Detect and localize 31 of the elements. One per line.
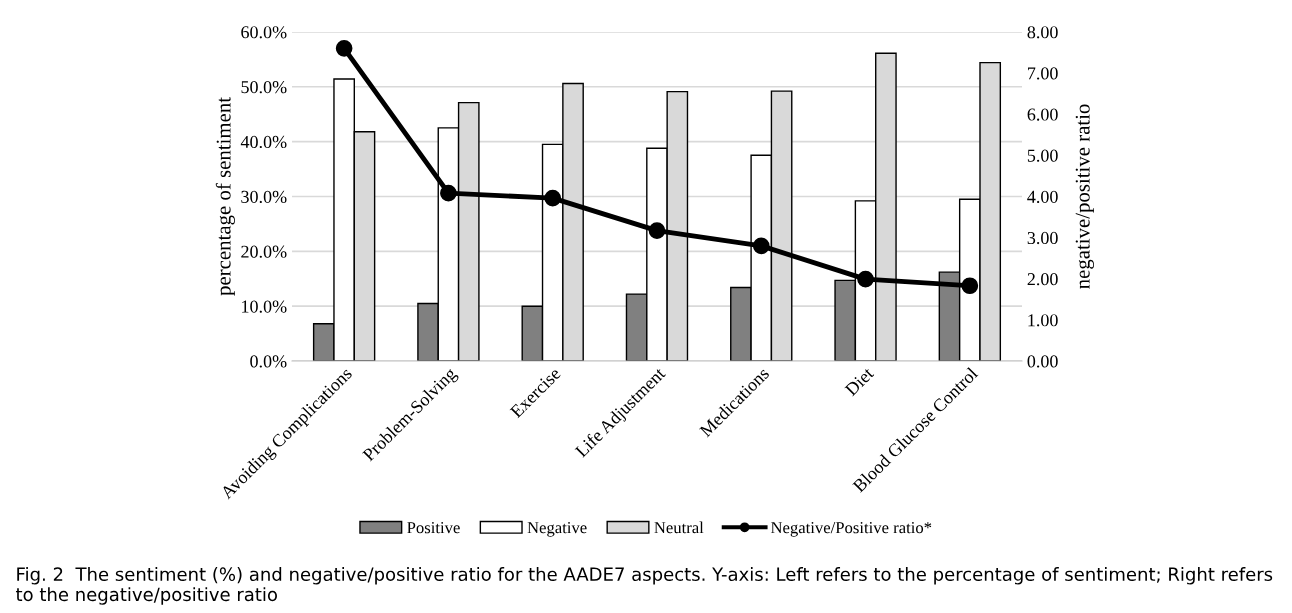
legend-label: Negative/Positive ratio*: [770, 522, 932, 537]
legend-label: Neutral: [654, 521, 704, 534]
legend-label: Negative: [527, 522, 587, 537]
point: [961, 277, 979, 295]
point: [335, 40, 353, 57]
y2-axis-title: negative/positive ratio: [1075, 104, 1094, 289]
y-tick-label: 40.0%: [240, 135, 287, 149]
point: [857, 270, 874, 288]
x-tick-label: Diet: [844, 366, 875, 397]
y-tick-label: 0.0%: [250, 355, 287, 368]
y-tick-label: 60.0%: [241, 26, 287, 39]
y2-tick-label: 2.00: [1027, 273, 1058, 286]
y2-tick-label: 1.00: [1028, 314, 1058, 327]
caption: Fig. 2 The sentiment (%) and negative/positive ratio for the AADE7 aspects. Y-axis: Left refers to the percentage of sentiment; Right refers to the negative/positive ratio: [15, 567, 1273, 605]
legend-label: Positive: [407, 522, 460, 534]
y2-tick-label: 3.00: [1027, 231, 1058, 245]
y-tick-label: 20.0%: [241, 245, 287, 258]
y2-tick-label: 8.00: [1027, 26, 1058, 39]
y2-tick-label: 5.00: [1027, 149, 1058, 162]
y2-tick-label: 4.00: [1027, 190, 1058, 203]
point: [752, 237, 770, 255]
point: [440, 184, 457, 202]
y-tick-label: 30.0%: [241, 190, 287, 203]
y2-tick-label: 7.00: [1028, 67, 1058, 80]
y-tick-label: 50.0%: [241, 81, 287, 94]
point: [544, 189, 562, 207]
point: [648, 222, 666, 239]
y2-tick-label: 6.00: [1027, 108, 1058, 121]
y-tick-label: 10.0%: [242, 300, 287, 313]
y-axis-title: percentage of sentiment: [215, 97, 235, 296]
y2-tick-label: 0.00: [1027, 355, 1058, 368]
